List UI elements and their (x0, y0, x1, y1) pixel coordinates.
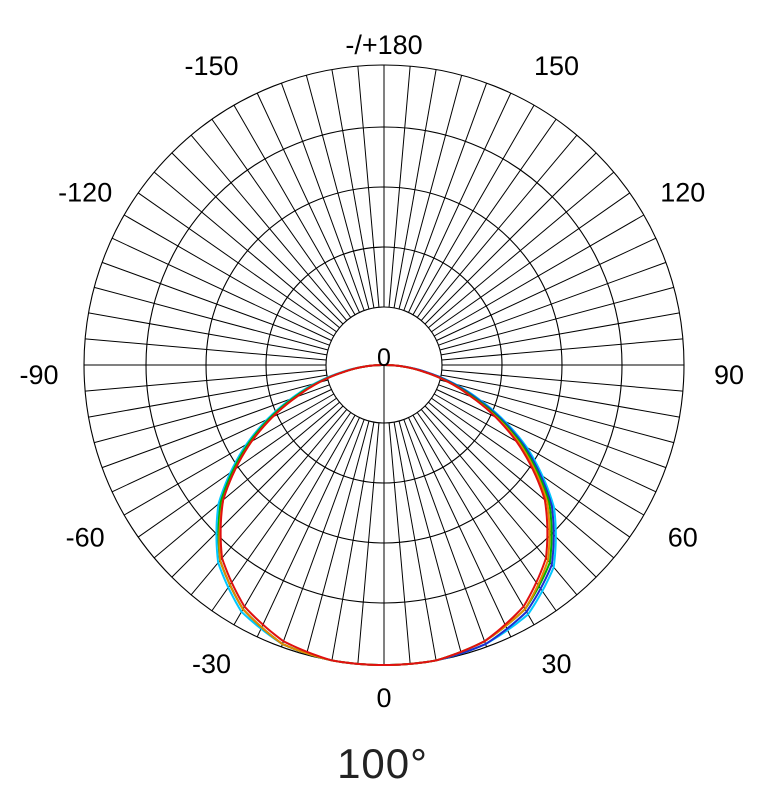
intensity-curve-1 (215, 364, 557, 666)
angle-label: -90 (19, 360, 58, 390)
grid-spoke (256, 417, 360, 638)
grid-spoke (408, 92, 512, 313)
intensity-curves (215, 364, 557, 666)
grid-spoke (171, 152, 344, 325)
center-label: 0 (377, 344, 391, 372)
grid-spoke (331, 69, 375, 308)
grid-spoke (305, 75, 370, 310)
grid-spoke (412, 414, 535, 626)
grid-spoke (431, 397, 631, 538)
grid-spoke (420, 134, 578, 321)
grid-spoke (441, 312, 680, 356)
grid-spoke (101, 261, 330, 346)
grid-spoke (416, 118, 557, 318)
grid-spoke (393, 422, 437, 661)
grid-spoke (357, 422, 380, 664)
grid-spoke (428, 401, 615, 559)
grid-spoke (123, 214, 335, 337)
angle-label: -30 (192, 649, 231, 679)
grid-spoke (137, 397, 337, 538)
grid-spoke (357, 66, 380, 308)
grid-spoke (94, 286, 329, 351)
grid-spoke (416, 412, 557, 612)
grid-spoke (171, 405, 344, 578)
angle-label: 0 (376, 683, 391, 713)
grid-spoke (424, 152, 597, 325)
grid-spoke (438, 261, 667, 346)
grid-spoke (88, 312, 327, 356)
grid-spoke (94, 379, 329, 444)
grid-spoke (111, 389, 332, 493)
intensity-curve-5 (219, 364, 549, 666)
grid-spoke (137, 192, 337, 333)
angle-label: -/+180 (345, 30, 422, 60)
grid-spoke (403, 82, 488, 311)
grid-spoke (439, 286, 674, 351)
grid-spoke (85, 338, 327, 361)
grid-spoke (408, 417, 512, 638)
grid-spoke (433, 214, 645, 337)
angle-label: -150 (184, 51, 238, 81)
grid-spoke (211, 118, 352, 318)
grid-spoke (388, 66, 411, 308)
intensity-curve-3 (217, 364, 553, 666)
grid-spoke (111, 237, 332, 341)
grid-spoke (123, 393, 335, 516)
grid-spoke (433, 393, 645, 516)
polar-grid (83, 64, 685, 666)
grid-spoke (153, 401, 340, 559)
angle-labels: -/+180 -150 150 -120 120 -90 90 -60 60 -30 30 0 (19, 30, 744, 713)
grid-spoke (398, 75, 463, 310)
grid-spoke (233, 414, 356, 626)
grid-spoke (211, 412, 352, 612)
grid-spoke (424, 405, 597, 578)
angle-label: -60 (66, 523, 105, 553)
grid-spoke (412, 104, 535, 316)
grid-spoke (88, 374, 327, 418)
grid-spoke (428, 171, 615, 329)
grid-spoke (436, 237, 657, 341)
grid-spoke (436, 389, 657, 493)
grid-spoke (431, 192, 631, 333)
grid-spoke (441, 374, 680, 418)
grid-spoke (280, 82, 365, 311)
beam-angle-label: 100° (337, 740, 428, 787)
grid-spoke (398, 420, 463, 655)
angle-label: 90 (714, 360, 744, 390)
angle-label: 30 (541, 649, 571, 679)
grid-spoke (441, 338, 683, 361)
grid-spoke (233, 104, 356, 316)
angle-label: 150 (534, 51, 579, 81)
grid-spoke (441, 369, 683, 392)
grid-spoke (403, 419, 488, 648)
angle-label: -120 (58, 178, 112, 208)
grid-spoke (153, 171, 340, 329)
grid-spoke (393, 69, 437, 308)
grid-spoke (331, 422, 375, 661)
grid-spoke (280, 419, 365, 648)
angle-label: 120 (660, 178, 705, 208)
grid-spoke (190, 134, 348, 321)
grid-spoke (256, 92, 360, 313)
angle-label: 60 (668, 523, 698, 553)
grid-spoke (190, 409, 348, 596)
grid-spoke (388, 422, 411, 664)
grid-spoke (305, 420, 370, 655)
grid-spoke (439, 379, 674, 444)
grid-spoke (85, 369, 327, 392)
